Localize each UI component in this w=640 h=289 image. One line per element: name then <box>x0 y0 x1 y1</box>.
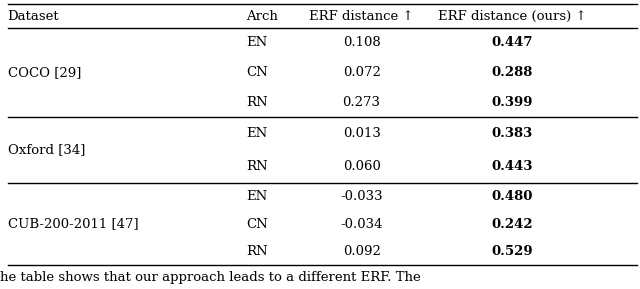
Text: 0.529: 0.529 <box>491 245 533 258</box>
Text: 0.383: 0.383 <box>492 127 532 140</box>
Text: 0.242: 0.242 <box>491 218 533 231</box>
Text: 0.399: 0.399 <box>492 96 532 109</box>
Text: Arch: Arch <box>246 10 278 23</box>
Text: ERF distance (ours) ↑: ERF distance (ours) ↑ <box>438 10 586 23</box>
Text: 0.288: 0.288 <box>492 66 532 79</box>
Text: he table shows that our approach leads to a different ERF. The: he table shows that our approach leads t… <box>0 271 420 284</box>
Text: 0.013: 0.013 <box>342 127 381 140</box>
Text: RN: RN <box>246 245 268 258</box>
Text: 0.273: 0.273 <box>342 96 381 109</box>
Text: 0.060: 0.060 <box>342 160 381 173</box>
Text: -0.034: -0.034 <box>340 218 383 231</box>
Text: CN: CN <box>246 66 268 79</box>
Text: 0.092: 0.092 <box>342 245 381 258</box>
Text: RN: RN <box>246 160 268 173</box>
Text: EN: EN <box>246 36 268 49</box>
Text: EN: EN <box>246 127 268 140</box>
Text: RN: RN <box>246 96 268 109</box>
Text: CUB-200-2011 [47]: CUB-200-2011 [47] <box>8 218 138 231</box>
Text: 0.443: 0.443 <box>492 160 532 173</box>
Text: EN: EN <box>246 190 268 203</box>
Text: Dataset: Dataset <box>8 10 60 23</box>
Text: Oxford [34]: Oxford [34] <box>8 144 85 157</box>
Text: 0.072: 0.072 <box>342 66 381 79</box>
Text: 0.480: 0.480 <box>492 190 532 203</box>
Text: COCO [29]: COCO [29] <box>8 66 81 79</box>
Text: ERF distance ↑: ERF distance ↑ <box>309 10 414 23</box>
Text: 0.108: 0.108 <box>343 36 380 49</box>
Text: -0.033: -0.033 <box>340 190 383 203</box>
Text: 0.447: 0.447 <box>492 36 532 49</box>
Text: CN: CN <box>246 218 268 231</box>
